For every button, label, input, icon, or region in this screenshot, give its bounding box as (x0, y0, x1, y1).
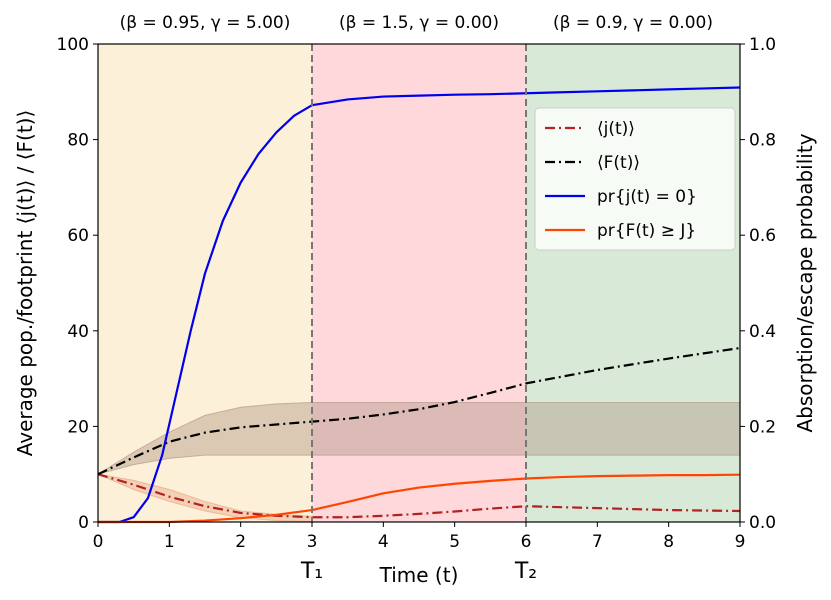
y-left-tick-label: 100 (57, 35, 89, 55)
y-left-tick-label: 40 (67, 322, 89, 342)
x-tick-label: 0 (93, 532, 104, 552)
phase-region-2 (312, 44, 526, 522)
x-tick-label: 3 (307, 532, 318, 552)
x-tick-label: 7 (592, 532, 603, 552)
legend-box (534, 107, 736, 251)
x-tick-label: 5 (449, 532, 460, 552)
marker-label-2: T₂ (514, 559, 537, 584)
y-right-tick-label: 0.6 (749, 226, 776, 246)
x-tick-label: 9 (735, 532, 746, 552)
x-tick-label: 2 (235, 532, 246, 552)
series-line-1 (97, 473, 741, 519)
y-right-tick-label: 1.0 (749, 35, 776, 55)
series-line-4 (98, 473, 741, 524)
legend-label-4: pr{F(t) ≥ J} (597, 221, 696, 241)
y-left-tick-label: 20 (67, 417, 89, 437)
y-axis-right-label: Absorption/escape probability (793, 133, 817, 432)
phase-label-2: (β = 1.5, γ = 0.00) (339, 13, 499, 33)
x-tick-label: 6 (521, 532, 532, 552)
x-tick-label: 1 (164, 532, 175, 552)
legend-label-1: ⟨j(t)⟩ (597, 119, 635, 139)
x-tick-label: 4 (378, 532, 389, 552)
x-axis-label: Time (t) (379, 563, 459, 587)
series-line-2 (97, 346, 741, 476)
y-left-tick-label: 80 (67, 131, 89, 151)
y-left-tick-label: 60 (67, 226, 89, 246)
legend-label-3: pr{j(t) = 0} (597, 187, 697, 207)
plot-frame (97, 43, 741, 523)
y-left-tick-label: 0 (78, 513, 89, 533)
x-tick-label: 8 (663, 532, 674, 552)
phase-region-1 (98, 44, 312, 522)
y-right-tick-label: 0.0 (749, 513, 776, 533)
legend: ⟨j(t)⟩ ⟨F(t)⟩ pr{j(t) = 0} pr{F(t) ≥ J} (534, 107, 736, 251)
marker-label-1: T₁ (300, 559, 323, 584)
legend-label-2: ⟨F(t)⟩ (597, 153, 640, 173)
phase-label-1: (β = 0.95, γ = 5.00) (120, 13, 291, 33)
y-right-tick-label: 0.2 (749, 417, 776, 437)
phase-label-3: (β = 0.9, γ = 0.00) (553, 13, 713, 33)
y-right-tick-label: 0.4 (749, 322, 776, 342)
y-right-tick-label: 0.8 (749, 131, 776, 151)
y-axis-left-label: Average pop./footprint ⟨j(t)⟩ / ⟨F(t)⟩ (13, 110, 37, 457)
series-line-3 (98, 86, 741, 524)
